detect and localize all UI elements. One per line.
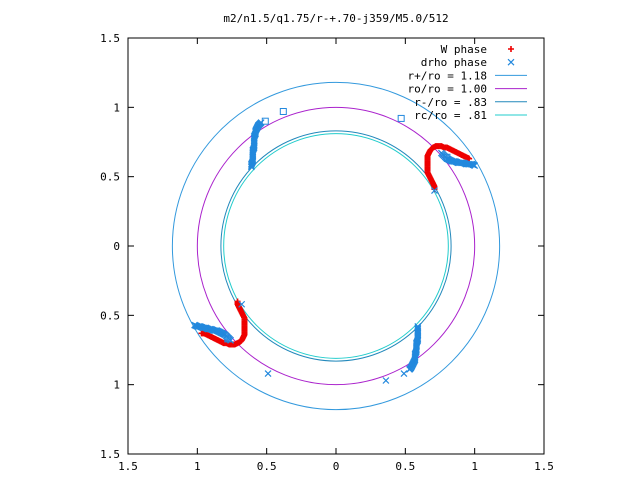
cross-marker bbox=[238, 300, 246, 308]
x-tick-label: 1 bbox=[194, 460, 201, 473]
y-tick-label: 1.5 bbox=[100, 32, 120, 45]
cross-marker bbox=[507, 58, 515, 66]
circle-series bbox=[220, 130, 452, 362]
legend-label: drho phase bbox=[421, 56, 487, 69]
circle-series bbox=[223, 133, 449, 359]
square-marker bbox=[224, 335, 232, 343]
cross-marker bbox=[264, 370, 272, 377]
legend-label: r+/ro = 1.18 bbox=[408, 69, 487, 82]
legend-label: r-/ro = .83 bbox=[414, 96, 487, 109]
square-marker bbox=[261, 117, 269, 125]
y-tick-label: 0.5 bbox=[100, 171, 120, 184]
x-tick-label: 0.5 bbox=[395, 460, 415, 473]
legend-label: W phase bbox=[441, 43, 487, 56]
y-tick-label: 1 bbox=[113, 379, 120, 392]
plus-marker bbox=[198, 330, 205, 337]
x-tick-label: 1.5 bbox=[118, 460, 138, 473]
legend-label: ro/ro = 1.00 bbox=[408, 83, 487, 96]
y-tick-label: 0 bbox=[113, 240, 120, 253]
x-tick-label: 1 bbox=[471, 460, 478, 473]
chart-title: m2/n1.5/q1.75/r-+.70-j359/M5.0/512 bbox=[223, 12, 448, 25]
circle-series bbox=[171, 81, 501, 411]
axis-ticks: 1.5 1 0.5 0 0.5 1 1.51.510.500.511.5 bbox=[100, 32, 554, 473]
y-tick-label: 0.5 bbox=[100, 309, 120, 322]
cross-marker bbox=[191, 321, 198, 329]
circle-series bbox=[196, 106, 476, 386]
x-tick-label: 1.5 bbox=[534, 460, 554, 473]
reference-circles bbox=[171, 81, 501, 411]
plus-marker bbox=[508, 46, 514, 52]
plus-marker bbox=[466, 155, 473, 162]
cross-marker bbox=[431, 187, 438, 194]
legend-label: rc/ro = .81 bbox=[414, 109, 487, 122]
y-tick-label: 1 bbox=[113, 101, 120, 114]
cross-marker bbox=[382, 377, 390, 384]
cross-marker bbox=[406, 365, 413, 373]
data-points bbox=[191, 107, 479, 384]
square-marker bbox=[279, 107, 287, 115]
square-marker bbox=[443, 153, 451, 161]
y-tick-label: 1.5 bbox=[100, 448, 120, 461]
cross-marker bbox=[400, 370, 408, 377]
square-marker bbox=[397, 114, 405, 122]
x-tick-label: 0.5 bbox=[257, 460, 277, 473]
x-tick-label: 0 bbox=[333, 460, 340, 473]
cross-marker bbox=[471, 162, 479, 169]
